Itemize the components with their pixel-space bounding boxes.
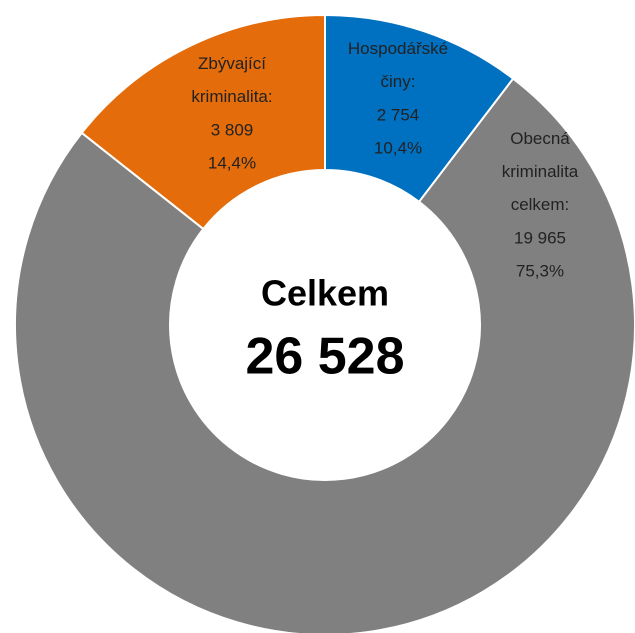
total-label: 26 528 bbox=[245, 328, 404, 386]
value-label: 19 965 bbox=[514, 228, 566, 247]
center-label: Celkem bbox=[261, 273, 389, 314]
value-label: 2 754 bbox=[377, 105, 420, 124]
percent-label: 75,3% bbox=[516, 261, 564, 280]
slice-label: Hospodářské činy: bbox=[348, 39, 448, 91]
percent-label: 10,4% bbox=[374, 138, 422, 157]
slice bbox=[80, 13, 326, 231]
slice-label: Zbývající kriminalita: bbox=[191, 54, 272, 106]
percent-label: 14,4% bbox=[208, 153, 256, 172]
slice-label: Obecná kriminalita celkem: bbox=[502, 129, 579, 214]
value-label: 3 809 bbox=[211, 120, 254, 139]
slice bbox=[14, 77, 635, 633]
